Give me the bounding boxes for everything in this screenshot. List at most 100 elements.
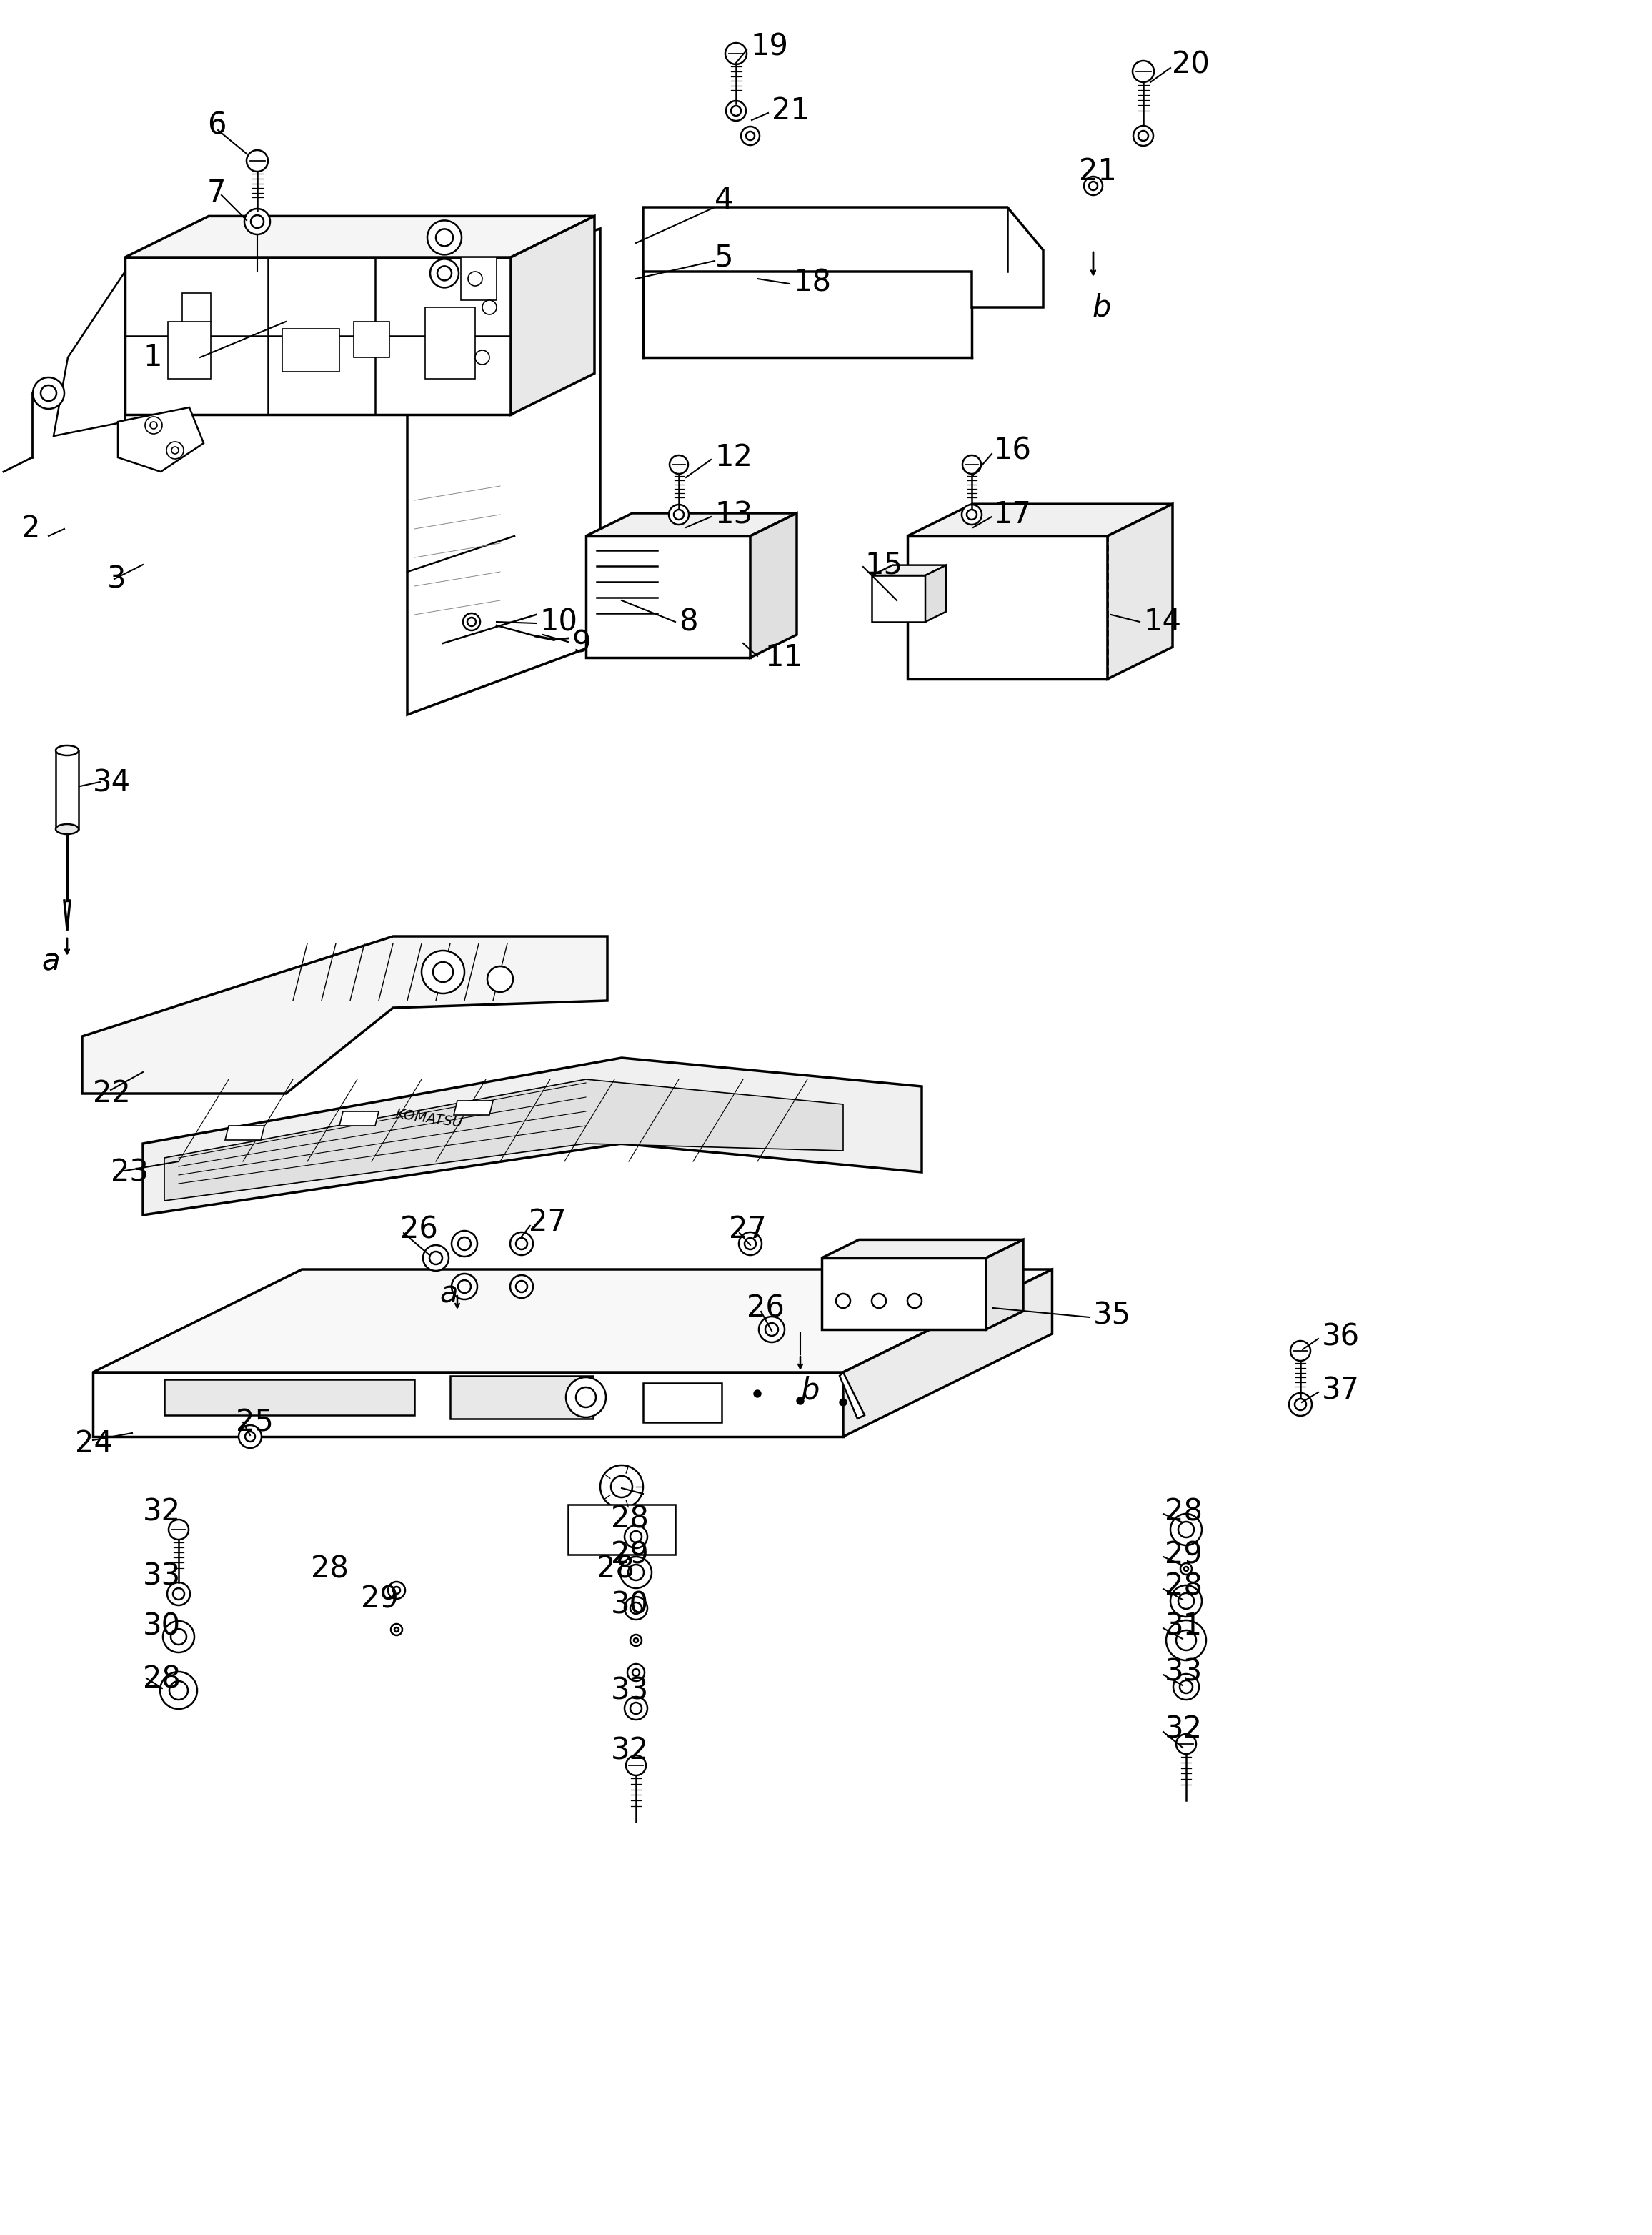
Circle shape <box>1089 181 1097 190</box>
Polygon shape <box>449 1377 593 1419</box>
Circle shape <box>170 1681 188 1699</box>
Text: 10: 10 <box>540 608 577 637</box>
Circle shape <box>150 422 157 429</box>
Text: 12: 12 <box>715 443 752 472</box>
Text: 32: 32 <box>1165 1714 1203 1746</box>
Polygon shape <box>182 293 211 322</box>
Circle shape <box>577 1388 596 1408</box>
Polygon shape <box>425 308 476 378</box>
Circle shape <box>395 1627 398 1632</box>
Circle shape <box>738 1231 762 1256</box>
Circle shape <box>388 1582 405 1598</box>
Circle shape <box>172 447 178 454</box>
Circle shape <box>730 105 742 116</box>
Text: 2: 2 <box>21 514 40 543</box>
Circle shape <box>476 351 489 364</box>
Circle shape <box>629 1531 641 1542</box>
Circle shape <box>244 1433 254 1442</box>
Text: 32: 32 <box>144 1497 180 1527</box>
Circle shape <box>669 505 689 525</box>
Circle shape <box>510 1276 534 1299</box>
Circle shape <box>515 1281 527 1292</box>
Text: 4: 4 <box>715 186 733 215</box>
Polygon shape <box>169 322 211 378</box>
Circle shape <box>433 961 453 981</box>
Circle shape <box>839 1399 847 1406</box>
Polygon shape <box>454 1100 492 1115</box>
Text: 36: 36 <box>1322 1321 1360 1352</box>
Polygon shape <box>872 574 925 621</box>
Circle shape <box>173 1589 185 1600</box>
Circle shape <box>567 1377 606 1417</box>
Circle shape <box>167 443 183 458</box>
Circle shape <box>836 1294 851 1307</box>
Text: 27: 27 <box>529 1207 567 1238</box>
Text: 15: 15 <box>864 550 902 579</box>
Circle shape <box>907 1294 922 1307</box>
Text: 6: 6 <box>206 110 226 141</box>
Polygon shape <box>925 565 947 621</box>
Polygon shape <box>144 1057 922 1216</box>
Polygon shape <box>986 1240 1023 1330</box>
Circle shape <box>430 259 459 288</box>
Circle shape <box>1178 1522 1194 1538</box>
Circle shape <box>624 1696 648 1719</box>
Polygon shape <box>56 751 79 829</box>
Text: 28: 28 <box>1165 1571 1203 1602</box>
Text: b: b <box>800 1375 819 1406</box>
Circle shape <box>629 1634 641 1645</box>
Text: 20: 20 <box>1171 49 1209 78</box>
Text: a: a <box>41 945 59 977</box>
Text: 28: 28 <box>611 1504 649 1533</box>
Circle shape <box>674 510 684 519</box>
Polygon shape <box>510 217 595 413</box>
Text: 21: 21 <box>1079 156 1117 186</box>
Polygon shape <box>93 1269 1052 1372</box>
Text: 23: 23 <box>111 1158 149 1187</box>
Polygon shape <box>586 536 750 657</box>
Text: 22: 22 <box>93 1080 131 1109</box>
Circle shape <box>458 1281 471 1294</box>
Circle shape <box>33 378 64 409</box>
Polygon shape <box>907 505 1173 536</box>
Text: 30: 30 <box>611 1589 649 1620</box>
Polygon shape <box>821 1258 986 1330</box>
Text: 28: 28 <box>596 1553 634 1585</box>
Polygon shape <box>461 257 497 299</box>
Circle shape <box>872 1294 885 1307</box>
Polygon shape <box>643 1383 722 1421</box>
Circle shape <box>1170 1585 1203 1616</box>
Circle shape <box>1176 1734 1196 1754</box>
Circle shape <box>487 966 514 992</box>
Text: 24: 24 <box>74 1428 112 1459</box>
Text: 33: 33 <box>1165 1658 1203 1687</box>
Polygon shape <box>339 1111 378 1126</box>
Circle shape <box>1180 1681 1193 1694</box>
Polygon shape <box>282 329 339 371</box>
Text: 34: 34 <box>93 767 131 798</box>
Circle shape <box>451 1274 477 1299</box>
Polygon shape <box>643 208 1042 308</box>
Circle shape <box>725 42 747 65</box>
Text: 18: 18 <box>793 268 831 297</box>
Circle shape <box>745 1238 757 1249</box>
Circle shape <box>451 1231 477 1256</box>
Text: 3: 3 <box>107 563 126 595</box>
Text: 16: 16 <box>993 436 1031 465</box>
Text: 17: 17 <box>993 501 1031 530</box>
Circle shape <box>428 221 461 255</box>
Circle shape <box>510 1231 534 1256</box>
Text: 29: 29 <box>360 1585 398 1614</box>
Text: 28: 28 <box>1165 1497 1203 1527</box>
Circle shape <box>167 1582 190 1605</box>
Text: 5: 5 <box>715 241 733 273</box>
Circle shape <box>392 1625 403 1636</box>
Circle shape <box>628 1663 644 1681</box>
Circle shape <box>1133 125 1153 145</box>
Text: 35: 35 <box>1094 1301 1132 1330</box>
Circle shape <box>145 416 162 434</box>
Circle shape <box>742 127 760 145</box>
Polygon shape <box>164 1379 415 1415</box>
Polygon shape <box>53 273 126 436</box>
Text: 37: 37 <box>1322 1375 1360 1406</box>
